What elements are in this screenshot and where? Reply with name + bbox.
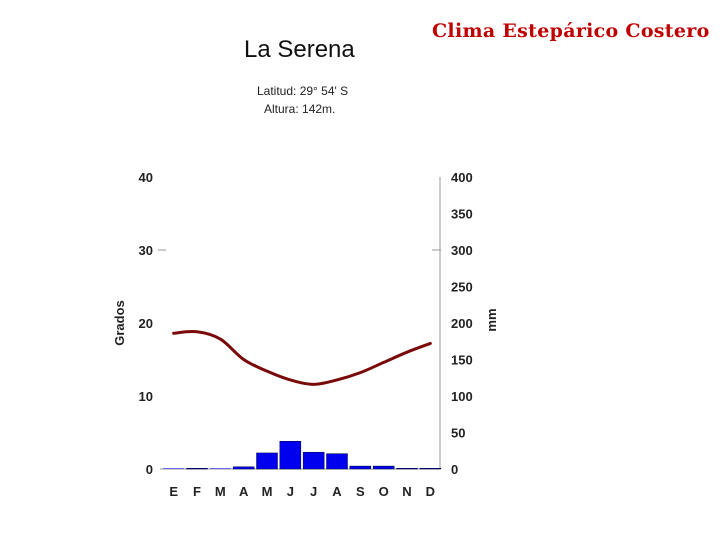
left-axis-title: Grados	[112, 300, 127, 346]
precipitation-bar	[232, 466, 255, 470]
precipitation-bar	[419, 468, 442, 470]
axes	[158, 177, 441, 470]
right-tick-label: 150	[451, 353, 473, 368]
precipitation-bar	[163, 468, 185, 469]
precipitation-bar	[302, 451, 325, 470]
month-label: J	[310, 484, 317, 499]
month-label: E	[169, 484, 178, 499]
right-tick-label: 50	[451, 426, 465, 441]
right-tick-label: 300	[451, 243, 473, 258]
month-label: J	[287, 484, 294, 499]
slide-title: Clima Estepárico Costero	[432, 20, 710, 42]
month-label: M	[262, 484, 273, 499]
temperature-line-group	[172, 330, 432, 386]
precipitation-bar	[396, 468, 418, 470]
right-tick-label: 350	[451, 207, 473, 222]
right-tick-label: 0	[451, 462, 458, 477]
precipitation-bar	[256, 452, 278, 470]
month-label: A	[332, 484, 342, 499]
precipitation-bar	[209, 468, 231, 469]
precipitation-bars	[163, 441, 442, 470]
right-axis-title: mm	[484, 308, 499, 331]
right-tick-label: 400	[451, 170, 473, 185]
altitude-text: Altura: 142m.	[264, 102, 336, 116]
precipitation-bar	[372, 465, 395, 470]
city-name: La Serena	[244, 36, 355, 63]
month-label: O	[379, 484, 389, 499]
precipitation-bar	[279, 441, 302, 470]
left-tick-label: 30	[139, 243, 153, 258]
left-tick-label: 0	[146, 462, 153, 477]
right-tick-label: 100	[451, 389, 473, 404]
right-tick-label: 250	[451, 280, 473, 295]
temperature-line	[172, 330, 432, 386]
right-tick-label: 200	[451, 316, 473, 331]
left-tick-label: 40	[139, 170, 153, 185]
left-tick-label: 10	[139, 389, 153, 404]
month-label: A	[239, 484, 249, 499]
precipitation-bar	[349, 465, 372, 470]
month-label: S	[356, 484, 365, 499]
month-label: N	[402, 484, 411, 499]
month-label: D	[426, 484, 435, 499]
left-tick-label: 20	[139, 316, 153, 331]
latitude-text: Latitud: 29° 54' S	[257, 84, 349, 98]
precipitation-bar	[186, 468, 208, 470]
month-label: M	[215, 484, 226, 499]
precipitation-bar	[326, 453, 348, 470]
month-label: F	[193, 484, 201, 499]
